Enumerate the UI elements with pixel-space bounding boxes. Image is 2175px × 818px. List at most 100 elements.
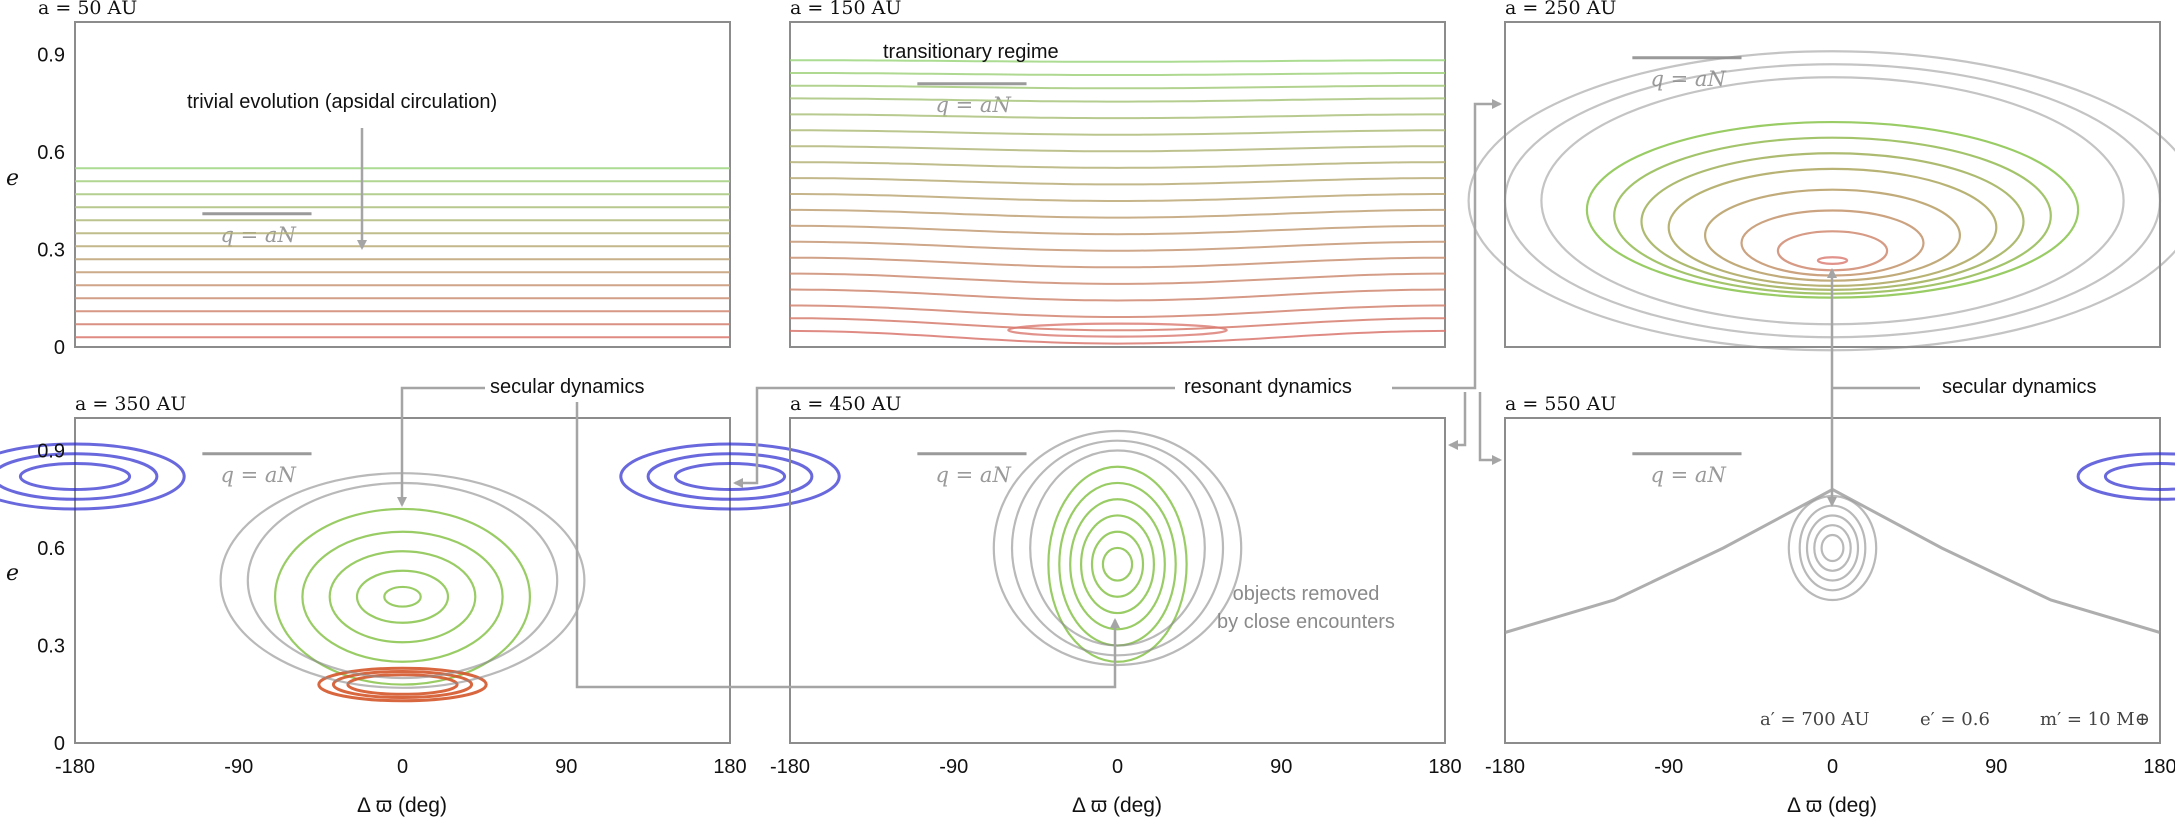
param-e-prime: e′ = 0.6 (1920, 709, 1990, 730)
circulation-curve (790, 317, 1445, 332)
tick-labels: 0 0.3 0.6 0.9 -180 -90 0 90 180 0 0.3 0.6 0.9 -180 -90… (37, 45, 2175, 779)
panel-a350: a = 350 AU q = aN (0, 393, 841, 744)
libration-curve (383, 585, 422, 608)
circulation-curve (790, 84, 1445, 90)
libration-curve (331, 670, 474, 699)
panel-a450: a = 450 AU q = aN (789, 393, 1446, 744)
circulation-curve (790, 97, 1445, 103)
annotation-trivial: trivial evolution (apsidal circulation) (187, 91, 497, 113)
panel-a550: a = 550 AU q = aN (1504, 393, 2175, 744)
libration-curve (619, 442, 841, 511)
annotation-resonant: resonant dynamics (1184, 376, 1352, 398)
circulation-curve (789, 288, 1446, 302)
panel-a50: a = 50 AU q = aN (38, 0, 731, 348)
libration-curve (1010, 439, 1225, 657)
libration-curve (1101, 546, 1134, 582)
libration-curve (317, 666, 488, 703)
y-tick-label: 0.6 (37, 142, 65, 164)
x-tick-label: 0 (1827, 756, 1838, 778)
param-m-prime: m′ = 10 M⊕ (2040, 709, 2150, 730)
x-axis-label: Δ ϖ (deg) (357, 794, 447, 817)
panel-a150: a = 150 AU q = aN (789, 0, 1446, 348)
plot-area: q = aN (0, 442, 841, 703)
circulation-curve (790, 72, 1445, 76)
y-tick-label: 0 (54, 733, 65, 755)
panel-title: a = 550 AU (1505, 393, 1616, 415)
x-tick-label: 0 (1112, 756, 1123, 778)
libration-curve (646, 452, 814, 501)
circulation-curve (790, 272, 1445, 285)
x-tick-label: -180 (55, 756, 95, 778)
x-axis-label: Δ ϖ (deg) (1072, 794, 1162, 817)
circulation-curve (790, 177, 1445, 186)
x-tick-label: -180 (1485, 756, 1525, 778)
libration-curve (328, 550, 477, 644)
x-axis-label: Δ ϖ (deg) (1787, 794, 1877, 817)
circulation-curve (790, 129, 1445, 136)
libration-curve (1007, 322, 1228, 338)
y-axis-label: e (6, 166, 19, 191)
libration-curve (219, 472, 586, 689)
annotation-secular-left: secular dynamics (490, 376, 645, 398)
x-tick-label: 90 (555, 756, 577, 778)
circulation-curve (790, 240, 1445, 252)
circulation-curve (789, 329, 1446, 345)
libration-curve (2103, 462, 2175, 491)
x-tick-label: -90 (224, 756, 253, 778)
y-tick-label: 0.6 (37, 538, 65, 560)
arrow-resonant-to-350 (733, 386, 1175, 488)
libration-curve (0, 452, 159, 501)
panel-title: a = 250 AU (1505, 0, 1616, 19)
annotation-removed-2: by close encounters (1217, 611, 1395, 633)
q-label: q = aN (936, 463, 1012, 487)
circulation-curve (789, 161, 1446, 169)
libration-curve (1058, 481, 1177, 647)
libration-curve (1813, 524, 1852, 572)
libration-curve (1798, 504, 1867, 592)
libration-curve (0, 442, 186, 511)
x-tick-label: -90 (1654, 756, 1683, 778)
x-tick-label: 90 (1270, 756, 1292, 778)
libration-curve (18, 462, 132, 491)
x-tick-label: 180 (713, 756, 746, 778)
y-tick-label: 0.3 (37, 240, 65, 262)
circulation-curve (790, 193, 1445, 202)
circulation-curve (790, 145, 1445, 153)
circulation-curve (790, 59, 1445, 63)
x-tick-label: 180 (2143, 756, 2175, 778)
y-tick-label: 0.3 (37, 636, 65, 658)
arrow-secular-to-450 (575, 402, 1120, 689)
panel-title: a = 450 AU (790, 393, 901, 415)
arrow-resonant-to-550 (1478, 392, 1502, 465)
panel-frame (789, 417, 1446, 744)
libration-curve (992, 429, 1243, 667)
plot-area: q = aN (1504, 452, 2175, 634)
plot-area: q = aN (789, 59, 1446, 345)
libration-curve (1029, 449, 1206, 647)
libration-curve (1667, 167, 1998, 287)
circulation-curve (790, 113, 1445, 120)
x-tick-label: -180 (770, 756, 810, 778)
q-label: q = aN (221, 463, 297, 487)
circulation-curve (790, 304, 1445, 318)
annotation-secular-right: secular dynamics (1942, 376, 2097, 398)
panel-frame (789, 21, 1446, 348)
y-tick-label: 0 (54, 337, 65, 359)
libration-curve (1820, 533, 1845, 563)
plot-area: q = aN (917, 429, 1243, 667)
libration-curve (274, 507, 532, 686)
q-label: q = aN (936, 93, 1012, 117)
y-tick-label: 0.9 (37, 441, 65, 463)
q-label: q = aN (221, 223, 297, 247)
libration-curve (1079, 514, 1155, 615)
libration-curve (1047, 465, 1188, 663)
libration-curve (1805, 514, 1860, 582)
arrow-secular-left (397, 386, 485, 507)
panel-title: a = 150 AU (790, 0, 901, 19)
x-tick-label: 90 (1985, 756, 2007, 778)
libration-curve (355, 569, 450, 624)
arrow-resonant-to-450 (1448, 392, 1467, 450)
libration-curve (346, 673, 459, 696)
y-axis-label: e (6, 561, 19, 586)
